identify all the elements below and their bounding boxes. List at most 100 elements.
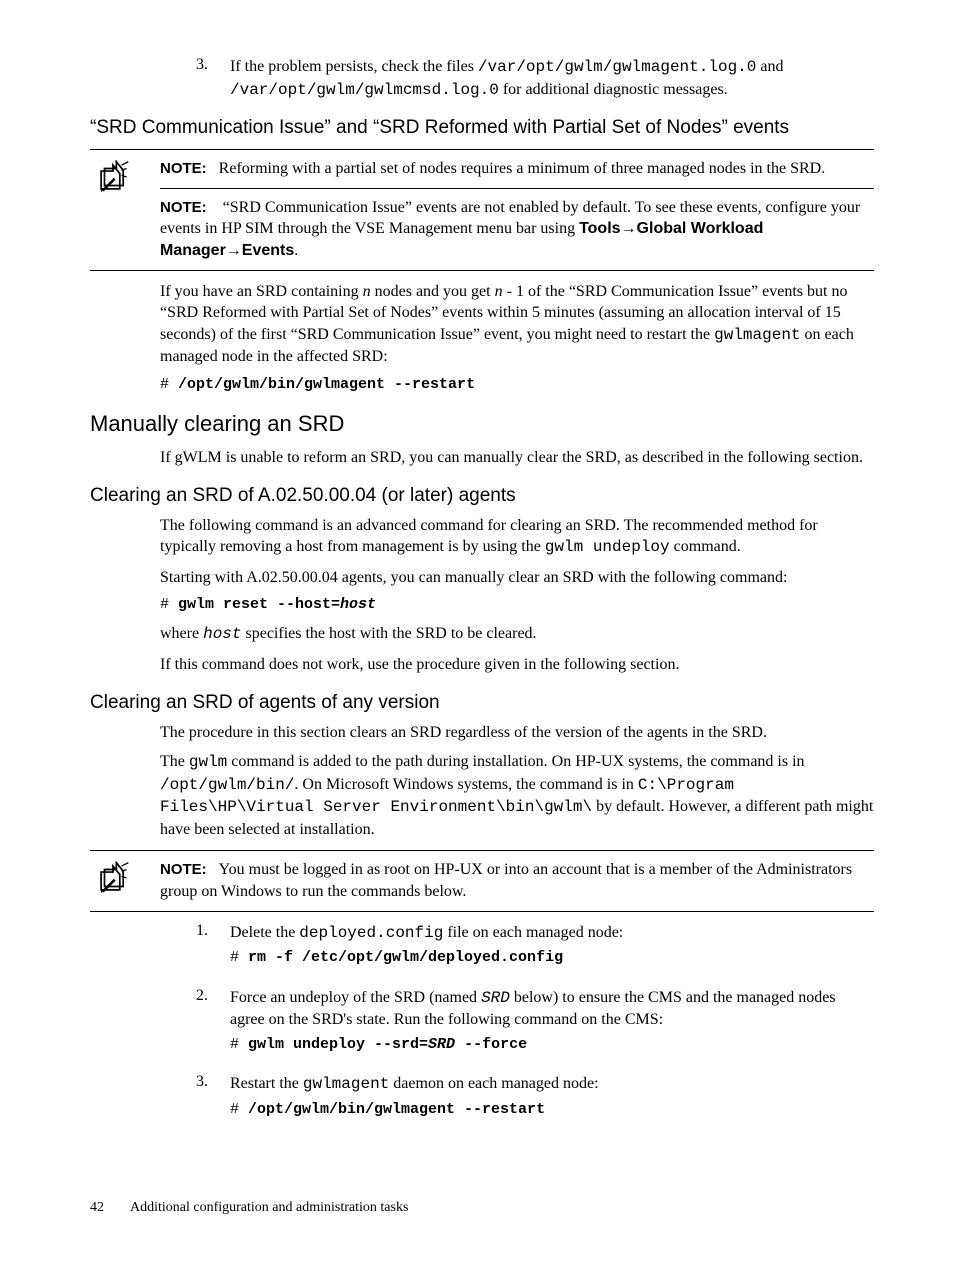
note-separator <box>160 188 874 189</box>
prompt: # <box>230 949 248 966</box>
text: The <box>160 753 189 770</box>
command-var: host <box>340 596 376 613</box>
step-body: Restart the gwlmagent daemon on each man… <box>230 1073 874 1130</box>
note-para: NOTE: Reforming with a partial set of no… <box>160 158 874 180</box>
note-icon-col <box>90 859 160 902</box>
body-section: If you have an SRD containing n nodes an… <box>90 281 874 393</box>
code: gwlmagent <box>714 326 800 344</box>
note-icon <box>96 861 130 895</box>
text: for additional diagnostic messages. <box>499 81 728 98</box>
var-n: n <box>363 283 371 300</box>
prompt: # <box>160 596 178 613</box>
paragraph: The procedure in this section clears an … <box>160 722 874 744</box>
paragraph: If you have an SRD containing n nodes an… <box>160 281 874 368</box>
step-number: 2. <box>196 987 230 1065</box>
note-content: NOTE: Reforming with a partial set of no… <box>160 158 874 261</box>
code-var: host <box>203 625 241 643</box>
note-block: NOTE: Reforming with a partial set of no… <box>90 149 874 270</box>
command-line: # /opt/gwlm/bin/gwlmagent --restart <box>230 1100 874 1120</box>
step-body: Force an undeploy of the SRD (named SRD … <box>230 987 874 1065</box>
step-number: 3. <box>196 1073 230 1130</box>
command-line: # rm -f /etc/opt/gwlm/deployed.config <box>230 948 874 968</box>
paragraph: where host specifies the host with the S… <box>160 623 874 646</box>
heading-any-version: Clearing an SRD of agents of any version <box>90 692 874 714</box>
menu-path: Events <box>242 242 294 259</box>
text: file on each managed node: <box>443 924 623 941</box>
text: command. <box>670 538 741 555</box>
text: where <box>160 625 203 642</box>
footer-title: Additional configuration and administrat… <box>130 1200 408 1215</box>
list-number: 3. <box>196 56 230 101</box>
page-footer: 42Additional configuration and administr… <box>90 1200 874 1216</box>
text: Restart the <box>230 1075 303 1092</box>
command-var: SRD <box>428 1036 455 1053</box>
text: specifies the host with the SRD to be cl… <box>242 625 537 642</box>
list-body: If the problem persists, check the files… <box>230 56 874 101</box>
text: . <box>294 242 298 259</box>
arrow: → <box>621 220 637 237</box>
top-list-wrap: 3. If the problem persists, check the fi… <box>90 56 874 101</box>
text: If you have an SRD containing <box>160 283 363 300</box>
heading-srd-events: “SRD Communication Issue” and “SRD Refor… <box>90 117 874 139</box>
text: Force an undeploy of the SRD (named <box>230 989 481 1006</box>
text: nodes and you get <box>371 283 495 300</box>
menu-path: Tools <box>579 220 620 237</box>
body-section: The procedure in this section clears an … <box>90 722 874 841</box>
command: /opt/gwlm/bin/gwlmagent --restart <box>248 1101 545 1118</box>
paragraph: If this command does not work, use the p… <box>160 654 874 676</box>
note-text: You must be logged in as root on HP-UX o… <box>160 861 852 900</box>
step-1: 1. Delete the deployed.config file on ea… <box>160 922 874 979</box>
code: deployed.config <box>299 924 443 942</box>
command: rm -f /etc/opt/gwlm/deployed.config <box>248 949 563 966</box>
page-number: 42 <box>90 1200 130 1216</box>
command: gwlm reset --host= <box>178 596 340 613</box>
note-text: Reforming with a partial set of nodes re… <box>219 160 826 177</box>
paragraph: If gWLM is unable to reform an SRD, you … <box>160 447 874 469</box>
command: --force <box>455 1036 527 1053</box>
command-line: # /opt/gwlm/bin/gwlmagent --restart <box>160 376 874 393</box>
step-number: 1. <box>196 922 230 979</box>
text: daemon on each managed node: <box>389 1075 598 1092</box>
code-path: /var/opt/gwlm/gwlmcmsd.log.0 <box>230 81 499 99</box>
code: gwlm undeploy <box>545 538 670 556</box>
heading-manual-clearing: Manually clearing an SRD <box>90 411 874 437</box>
prompt: # <box>160 376 178 393</box>
paragraph: The gwlm command is added to the path du… <box>160 751 874 840</box>
body-section: If gWLM is unable to reform an SRD, you … <box>90 447 874 469</box>
note-label: NOTE: <box>160 199 207 216</box>
step-body: Delete the deployed.config file on each … <box>230 922 874 979</box>
paragraph: Starting with A.02.50.00.04 agents, you … <box>160 567 874 589</box>
command: gwlm undeploy --srd= <box>248 1036 428 1053</box>
command-line: # gwlm reset --host=host <box>160 596 874 613</box>
text: Delete the <box>230 924 299 941</box>
steps-section: 1. Delete the deployed.config file on ea… <box>90 922 874 1130</box>
command-line: # gwlm undeploy --srd=SRD --force <box>230 1035 874 1055</box>
var-n: n <box>495 283 503 300</box>
code-path: /opt/gwlm/bin/ <box>160 776 294 794</box>
note-label: NOTE: <box>160 160 207 177</box>
prompt: # <box>230 1036 248 1053</box>
prompt: # <box>230 1101 248 1118</box>
text: and <box>756 58 783 75</box>
document-page: 3. If the problem persists, check the fi… <box>0 0 954 1256</box>
note-content: NOTE: You must be logged in as root on H… <box>160 859 874 902</box>
paragraph: The following command is an advanced com… <box>160 515 874 559</box>
text: . On Microsoft Windows systems, the comm… <box>294 776 637 793</box>
note-label: NOTE: <box>160 861 207 878</box>
code-var: SRD <box>481 989 510 1007</box>
code: gwlmagent <box>303 1075 389 1093</box>
arrow: → <box>226 242 242 259</box>
text: command is added to the path during inst… <box>227 753 804 770</box>
step-3: 3. Restart the gwlmagent daemon on each … <box>160 1073 874 1130</box>
note-para: NOTE: “SRD Communication Issue” events a… <box>160 197 874 262</box>
heading-later-agents: Clearing an SRD of A.02.50.00.04 (or lat… <box>90 485 874 507</box>
text: If the problem persists, check the files <box>230 58 478 75</box>
code-path: /var/opt/gwlm/gwlmagent.log.0 <box>478 58 756 76</box>
code: gwlm <box>189 753 227 771</box>
step-2: 2. Force an undeploy of the SRD (named S… <box>160 987 874 1065</box>
note-icon <box>96 160 130 194</box>
note-block: NOTE: You must be logged in as root on H… <box>90 850 874 911</box>
note-icon-col <box>90 158 160 261</box>
command: /opt/gwlm/bin/gwlmagent --restart <box>178 376 475 393</box>
body-section: The following command is an advanced com… <box>90 515 874 676</box>
